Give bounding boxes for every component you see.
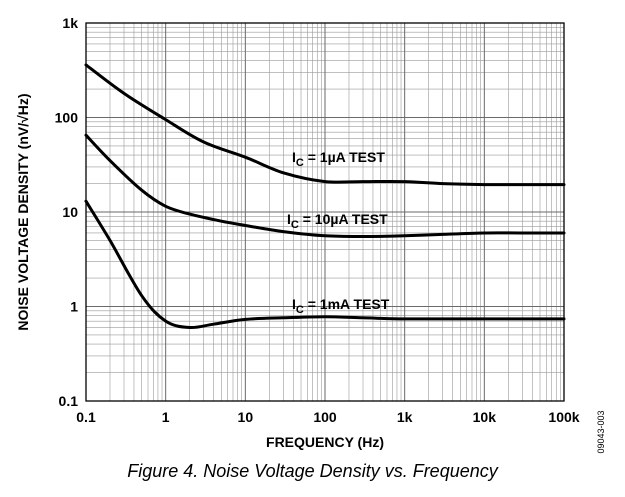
series-labels: IC = 1µA TEST IC = 10µA TEST IC = 1mA TEST bbox=[287, 149, 390, 316]
x-tick-labels: 0.1 1 10 100 1k 10k 100k bbox=[76, 409, 580, 425]
y-axis-label: NOISE VOLTAGE DENSITY (nV/√Hz) bbox=[15, 93, 31, 330]
x-tick-label: 0.1 bbox=[76, 409, 96, 425]
figure-id: 09043-003 bbox=[596, 410, 606, 453]
figure-caption: Figure 4. Noise Voltage Density vs. Freq… bbox=[127, 461, 498, 481]
x-tick-label: 1k bbox=[397, 409, 413, 425]
series-line bbox=[84, 63, 566, 187]
series-line bbox=[84, 133, 566, 239]
x-tick-label: 100 bbox=[313, 409, 337, 425]
x-tick-label: 100k bbox=[548, 409, 579, 425]
y-tick-label: 1k bbox=[62, 15, 78, 31]
y-tick-labels: 0.1 1 10 100 1k bbox=[55, 15, 79, 409]
series-line bbox=[84, 199, 566, 330]
y-tick-label: 1 bbox=[70, 299, 78, 315]
x-tick-label: 1 bbox=[162, 409, 170, 425]
series-label: IC = 10µA TEST bbox=[287, 211, 388, 231]
y-tick-label: 0.1 bbox=[59, 393, 79, 409]
x-axis-label: FREQUENCY (Hz) bbox=[266, 434, 384, 450]
x-tick-label: 10k bbox=[473, 409, 497, 425]
y-tick-label: 100 bbox=[55, 110, 79, 126]
series-label: IC = 1mA TEST bbox=[292, 296, 390, 316]
plot-frame bbox=[85, 22, 565, 402]
series-lines bbox=[84, 63, 566, 330]
x-tick-label: 10 bbox=[238, 409, 254, 425]
series-label: IC = 1µA TEST bbox=[292, 149, 385, 169]
y-tick-label: 10 bbox=[62, 204, 78, 220]
